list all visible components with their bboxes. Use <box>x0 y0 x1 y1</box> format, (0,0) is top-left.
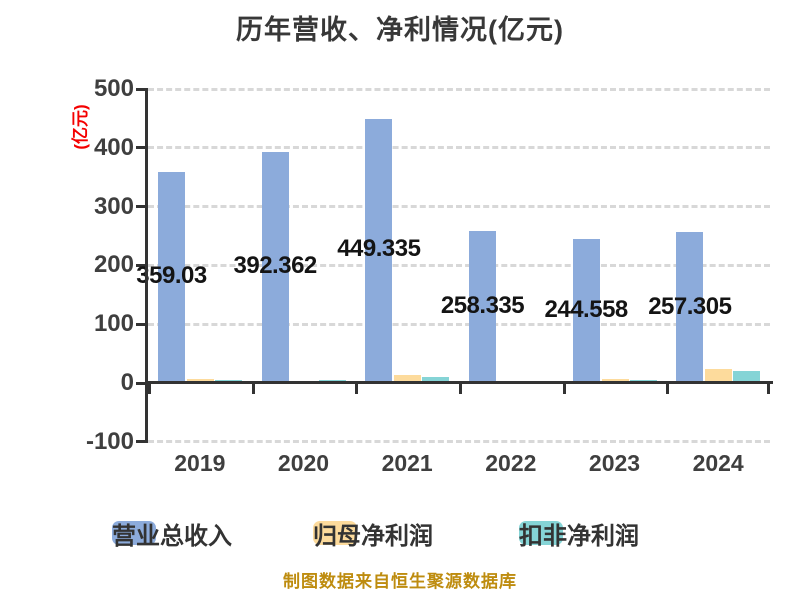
bar-扣非净利润-2021 <box>422 377 450 383</box>
value-label-2020: 392.362 <box>233 251 318 279</box>
chart-title: 历年营收、净利情况(亿元) <box>236 15 564 45</box>
value-label-2023: 244.558 <box>544 296 629 324</box>
y-tick-100 <box>136 322 148 326</box>
y-tick-label-0: 0 <box>120 369 134 396</box>
y-tick-300 <box>136 205 148 209</box>
x-axis-zero-line <box>145 381 773 384</box>
y-gridline-100 <box>148 322 770 326</box>
legend-label-扣非净利润: 扣非净利润 <box>519 522 639 550</box>
value-label-2021: 449.335 <box>337 234 421 262</box>
x-tick-end <box>767 383 770 394</box>
y-tick-label--100: -100 <box>85 427 134 455</box>
bar-营业总收入-2023 <box>572 239 600 383</box>
legend-label-归母净利润: 归母净利润 <box>313 522 433 550</box>
legend-label-营业总收入: 营业总收入 <box>112 522 232 550</box>
legend-swatch-归母净利润 <box>313 521 357 545</box>
legend-swatch-营业总收入 <box>112 521 156 545</box>
bar-营业总收入-2020 <box>261 152 289 383</box>
bar-归母净利润-2024 <box>705 368 733 383</box>
x-axis-label-2021: 2021 <box>381 450 433 476</box>
legend-swatch-扣非净利润 <box>519 521 563 545</box>
bar-营业总收入-2021 <box>365 118 393 383</box>
y-gridline-300 <box>148 205 770 209</box>
x-axis-label-2022: 2022 <box>485 450 537 476</box>
y-tick-0 <box>136 381 148 385</box>
y-gridline-400 <box>148 146 770 150</box>
source-caption: 制图数据来自恒生聚源数据库 <box>283 572 517 591</box>
y-gridline--100 <box>148 440 770 444</box>
x-tick-2021 <box>355 383 359 394</box>
x-axis-label-2024: 2024 <box>692 450 744 476</box>
value-label-2024: 257.305 <box>648 292 732 320</box>
y-tick-label-500: 500 <box>93 75 134 102</box>
value-label-2022: 258.335 <box>440 292 525 320</box>
x-axis-label-2020: 2020 <box>277 450 330 476</box>
y-tick-400 <box>136 146 148 150</box>
bar-营业总收入-2024 <box>676 231 704 383</box>
y-tick-label-100: 100 <box>93 310 134 338</box>
y-tick-label-400: 400 <box>93 133 134 161</box>
bar-归母净利润-2019 <box>187 378 214 383</box>
x-axis-label-2023: 2023 <box>588 450 641 476</box>
y-gridline-200 <box>148 263 770 267</box>
y-tick--100 <box>136 440 148 444</box>
y-tick-500 <box>136 87 148 91</box>
y-tick-200 <box>136 263 148 267</box>
x-tick-2024 <box>666 383 670 394</box>
y-axis-line <box>145 89 148 442</box>
x-tick-2019 <box>148 383 151 394</box>
value-label-2019: 359.03 <box>136 261 207 289</box>
y-tick-label-300: 300 <box>93 192 134 220</box>
bar-归母净利润-2021 <box>394 375 422 383</box>
y-tick-label-200: 200 <box>93 251 134 279</box>
x-tick-2022 <box>459 383 462 394</box>
x-tick-2020 <box>251 383 255 394</box>
bar-营业总收入-2022 <box>469 231 496 383</box>
bar-扣非净利润-2024 <box>733 371 761 383</box>
bar-营业总收入-2019 <box>158 171 185 383</box>
x-tick-2023 <box>562 383 566 394</box>
x-axis-label-2019: 2019 <box>174 450 226 476</box>
y-gridline-500 <box>148 87 770 91</box>
